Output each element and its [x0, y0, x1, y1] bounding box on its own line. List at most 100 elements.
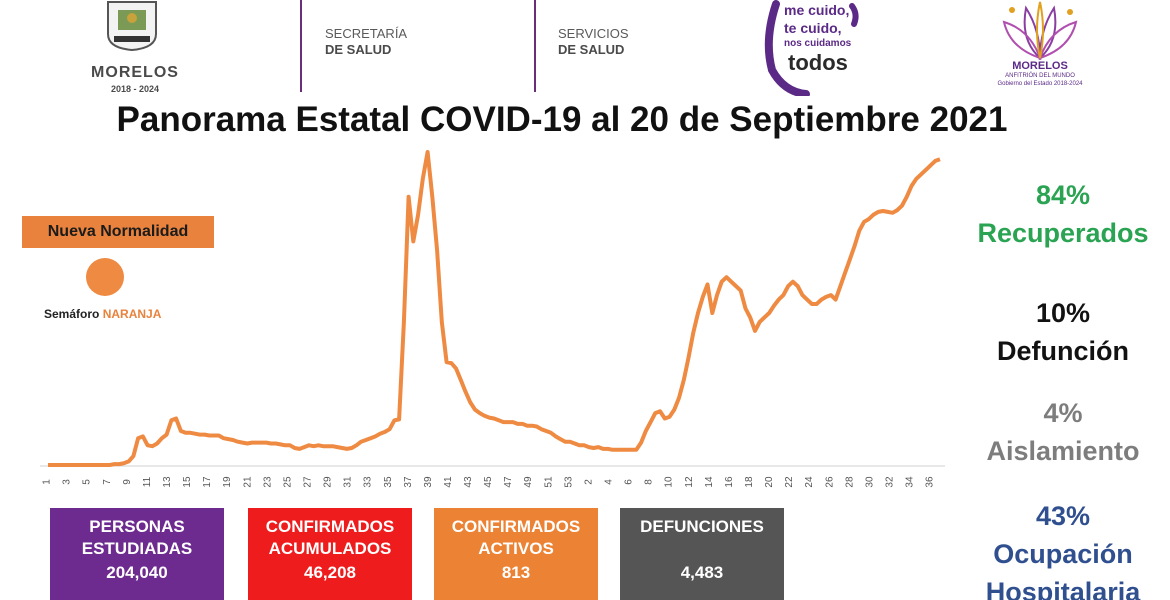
- box-value: 4,483: [680, 563, 724, 582]
- semaforo-level: NARANJA: [102, 307, 162, 321]
- x-tick-label: 22: [784, 476, 795, 488]
- semaforo-dot-icon: [86, 258, 124, 296]
- x-tick-label: 51: [543, 476, 554, 488]
- servicios-line2: DE SALUD: [558, 42, 625, 57]
- campaign-line4: todos: [788, 50, 848, 75]
- box-defunciones: DEFUNCIONES 4,483: [620, 508, 784, 600]
- series-line: [48, 150, 941, 467]
- x-tick-label: 39: [423, 476, 434, 488]
- box-value: 46,208: [304, 563, 356, 582]
- x-tick-label: 37: [403, 476, 414, 488]
- box-label: CONFIRMADOS: [451, 517, 581, 536]
- stat-aislamiento: 4% Aislamiento: [960, 394, 1166, 470]
- x-tick-label: 45: [483, 476, 494, 488]
- gov-logo: MORELOS ANFITRIÓN DEL MUNDO Gobierno del…: [990, 0, 1090, 98]
- stat-recuperados: 84% Recuperados: [960, 176, 1166, 252]
- x-tick-label: 9: [122, 479, 133, 485]
- stat-recuperados-pct: 84%: [1035, 180, 1091, 210]
- secretaria-logo: SECRETARÍA DE SALUD: [325, 26, 407, 58]
- gov-logo-tagline: ANFITRIÓN DEL MUNDO: [1005, 73, 1075, 79]
- x-tick-label: 47: [503, 476, 514, 488]
- campaign-logo: me cuido, te cuido, nos cuidamos todos: [762, 0, 872, 96]
- box-label: PERSONAS: [89, 517, 185, 536]
- x-tick-label: 14: [704, 476, 715, 488]
- state-logo: MORELOS 2018 - 2024: [80, 0, 190, 100]
- servicios-logo: SERVICIOS DE SALUD: [558, 26, 629, 58]
- x-tick-label: 13: [162, 476, 173, 488]
- x-tick-label: 24: [804, 476, 815, 488]
- box-personas-estudiadas: PERSONAS ESTUDIADAS 204,040: [50, 508, 224, 600]
- gov-logo-name: MORELOS: [1012, 60, 1068, 72]
- x-tick-label: 19: [222, 476, 233, 488]
- x-tick-label: 12: [684, 476, 695, 488]
- x-tick-label: 25: [282, 476, 293, 488]
- x-tick-label: 3: [62, 479, 73, 485]
- x-tick-label: 28: [844, 476, 855, 488]
- stat-aislamiento-label: Aislamiento: [986, 436, 1140, 466]
- gov-logo-subline: Gobierno del Estado 2018-2024: [997, 81, 1083, 87]
- x-tick-label: 43: [463, 476, 474, 488]
- box-label: ACTIVOS: [478, 539, 554, 558]
- x-tick-label: 27: [303, 476, 314, 488]
- x-tick-label: 34: [905, 476, 916, 488]
- campaign-line2: te cuido,: [784, 20, 842, 36]
- secretaria-line2: DE SALUD: [325, 42, 392, 57]
- x-tick-label: 32: [885, 476, 896, 488]
- stat-aislamiento-pct: 4%: [1043, 398, 1083, 428]
- page-title: Panorama Estatal COVID-19 al 20 de Septi…: [116, 100, 1008, 139]
- x-tick-label: 23: [262, 476, 273, 488]
- state-logo-name: MORELOS: [91, 64, 179, 81]
- x-tick-label: 30: [864, 476, 875, 488]
- box-label: ESTUDIADAS: [81, 539, 193, 558]
- x-tick-label: 10: [664, 476, 675, 488]
- x-tick-label: 8: [644, 479, 655, 485]
- x-tick-label: 21: [242, 476, 253, 488]
- x-tick-label: 31: [343, 476, 354, 488]
- header-divider: [534, 0, 536, 92]
- x-tick-label: 2: [583, 479, 594, 485]
- stat-defuncion-pct: 10%: [1035, 298, 1091, 328]
- stat-hospitalaria-pct: 43%: [1035, 501, 1091, 531]
- box-value: 813: [501, 563, 531, 582]
- x-tick-label: 26: [824, 476, 835, 488]
- x-tick-label: 16: [724, 476, 735, 488]
- servicios-line1: SERVICIOS: [558, 26, 629, 41]
- x-tick-label: 36: [925, 476, 936, 488]
- cases-line-chart: 1 3 5 7 9 11 13 15 17 19 21 23 25 27 29 31 33 35 37 39 41 43 4…: [40, 150, 945, 488]
- x-tick-label: 11: [142, 476, 153, 487]
- x-tick-label: 35: [383, 476, 394, 488]
- x-tick-label: 17: [202, 476, 213, 488]
- x-tick-label: 33: [363, 476, 374, 488]
- campaign-line3: nos cuidamos: [784, 38, 852, 49]
- semaforo-label: Semáforo NARANJA: [44, 307, 161, 321]
- state-logo-years: 2018 - 2024: [110, 84, 160, 94]
- x-tick-label: 29: [323, 476, 334, 488]
- stat-hospitalaria: 43% Ocupación Hospitalaria: [960, 497, 1166, 600]
- campaign-line1: me cuido,: [784, 2, 850, 18]
- stat-defuncion-label: Defunción: [997, 336, 1129, 366]
- x-tick-label: 53: [563, 476, 574, 488]
- nueva-normalidad-badge: Nueva Normalidad: [22, 216, 214, 248]
- x-tick-label: 41: [443, 476, 454, 488]
- campaign-circle-icon: [764, 0, 859, 96]
- x-tick-label: 20: [764, 476, 775, 488]
- header-divider: [300, 0, 302, 92]
- x-tick-label: 49: [523, 476, 534, 488]
- stat-recuperados-label: Recuperados: [977, 218, 1149, 248]
- box-value: 204,040: [106, 563, 168, 582]
- semaforo-text: Semáforo: [44, 307, 100, 321]
- x-tick-label: 18: [744, 476, 755, 488]
- box-confirmados-activos: CONFIRMADOS ACTIVOS 813: [434, 508, 598, 600]
- state-shield-icon: [107, 1, 157, 52]
- x-tick-label: 6: [624, 479, 635, 485]
- box-confirmados-acumulados: CONFIRMADOS ACUMULADOS 46,208: [248, 508, 412, 600]
- box-label: CONFIRMADOS: [265, 517, 395, 536]
- x-tick-label: 5: [82, 479, 93, 485]
- stat-defuncion: 10% Defunción: [960, 294, 1166, 370]
- x-tick-label: 1: [42, 479, 53, 485]
- x-tick-label: 4: [604, 479, 615, 485]
- stat-hospitalaria-label: Ocupación Hospitalaria: [985, 539, 1141, 600]
- lotus-flower-icon: [1002, 1, 1078, 60]
- box-label: DEFUNCIONES: [640, 517, 764, 536]
- secretaria-line1: SECRETARÍA: [325, 26, 408, 41]
